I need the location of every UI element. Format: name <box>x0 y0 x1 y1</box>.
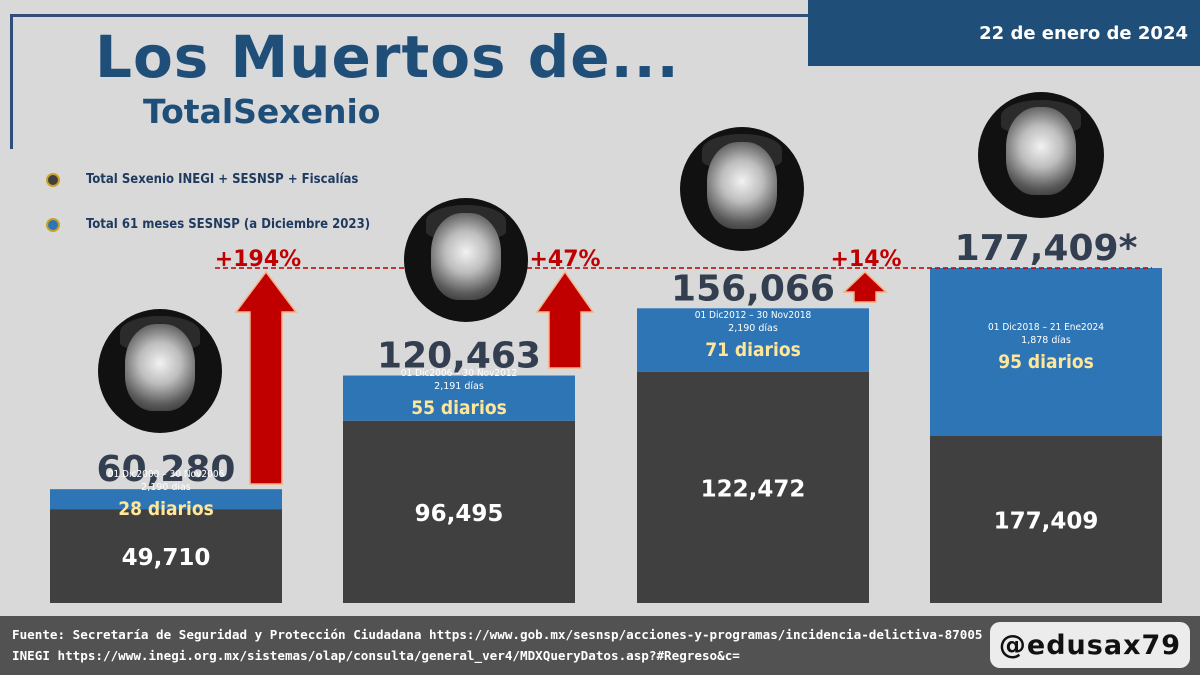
legend-label-sesnsp: Total 61 meses SESNSP (a Diciembre 2023) <box>86 217 371 232</box>
increase-label-1: +47% <box>529 247 600 272</box>
daily-label-0: 28 diarios <box>118 498 214 520</box>
total-label-3: 177,409* <box>955 228 1138 269</box>
frame-left-line <box>10 14 13 149</box>
portrait-icon-calderon <box>404 198 528 322</box>
author-handle: @edusax79 <box>990 622 1190 668</box>
source-line-2: INEGI https://www.inegi.org.mx/sistemas/… <box>12 648 740 663</box>
frame-top-line <box>10 14 810 17</box>
daily-label-3: 95 diarios <box>998 351 1094 373</box>
portrait-icon-pena-nieto <box>680 127 804 251</box>
period-label-3: 01 Dic2018 – 21 Ene2024 <box>988 322 1104 333</box>
date-text: 22 de enero de 2024 <box>979 22 1188 44</box>
legend-dot-sesnsp-icon <box>46 217 60 232</box>
daily-label-1: 55 diarios <box>411 397 507 419</box>
days-label-3: 1,878 días <box>1021 335 1071 346</box>
daily-label-2: 71 diarios <box>705 339 801 361</box>
page-subtitle: TotalSexenio <box>143 92 381 131</box>
inegi-label-2: 122,472 <box>701 476 806 502</box>
period-label-1: 01 Dic2006 – 30 Nov2012 <box>401 368 518 379</box>
bar-sesnsp-0 <box>50 489 282 510</box>
bar-inegi-2 <box>637 371 869 603</box>
bar-inegi-1 <box>343 420 575 603</box>
legend-item-sesnsp: Total 61 meses SESNSP (a Diciembre 2023) <box>46 217 370 232</box>
bar-inegi-3 <box>930 436 1162 603</box>
footer-sources: Fuente: Secretaría de Seguridad y Protec… <box>12 624 983 666</box>
bar-sesnsp-2 <box>637 308 869 372</box>
page-title: Los Muertos de... <box>95 23 680 91</box>
total-label-0: 60,280 <box>97 449 236 490</box>
legend-dot-inegi-icon <box>46 172 60 187</box>
inegi-label-0: 49,710 <box>122 545 211 571</box>
increase-label-0: +194% <box>215 247 301 272</box>
increase-arrow-0 <box>234 270 298 485</box>
bar-inegi-0 <box>50 509 282 603</box>
bar-sesnsp-3 <box>930 268 1162 436</box>
period-label-0: 01 Dic2000 – 30 Nov2006 <box>108 469 225 480</box>
portrait-icon-fox <box>98 309 222 433</box>
legend-item-inegi: Total Sexenio INEGI + SESNSP + Fiscalías <box>46 172 358 187</box>
inegi-label-1: 96,495 <box>415 501 504 527</box>
days-label-0: 2,190 días <box>141 482 191 493</box>
legend-label-inegi: Total Sexenio INEGI + SESNSP + Fiscalías <box>86 172 359 187</box>
bar-sesnsp-1 <box>343 375 575 421</box>
increase-label-2: +14% <box>830 247 901 272</box>
days-label-1: 2,191 días <box>434 381 484 392</box>
source-line-1: Fuente: Secretaría de Seguridad y Protec… <box>12 627 983 642</box>
date-banner: 22 de enero de 2024 <box>808 0 1200 66</box>
portrait-icon-amlo <box>978 92 1104 218</box>
inegi-label-3: 177,409 <box>994 509 1099 535</box>
total-label-2: 156,066 <box>671 268 835 309</box>
increase-arrow-2 <box>842 270 888 303</box>
increase-arrow-1 <box>535 270 595 369</box>
total-label-1: 120,463 <box>377 336 541 377</box>
days-label-2: 2,190 días <box>728 323 778 334</box>
period-label-2: 01 Dic2012 – 30 Nov2018 <box>695 310 812 321</box>
